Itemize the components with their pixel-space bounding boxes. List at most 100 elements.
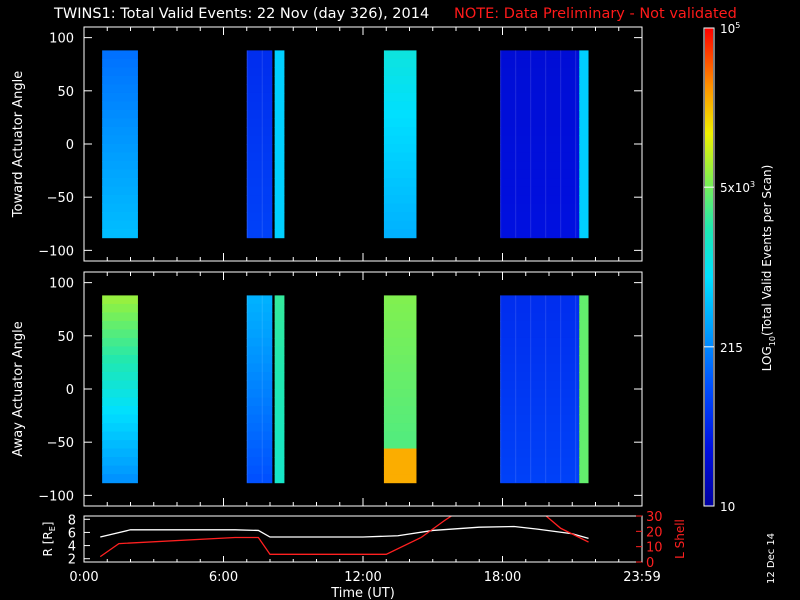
orbit-xtick-label: 18:00 [484, 570, 521, 585]
toward-cell [500, 118, 580, 128]
toward-cell [274, 229, 285, 239]
orbit-xtick-label: 23:59 [623, 570, 660, 585]
away-cell [246, 346, 273, 356]
toward-cell [274, 220, 285, 230]
toward-cell [274, 50, 285, 60]
toward-cell [500, 67, 580, 77]
away-cell [383, 354, 417, 365]
away-cell [246, 295, 273, 305]
toward-cell [102, 118, 138, 128]
toward-cell [246, 212, 273, 222]
toward-ytick-label: 50 [57, 85, 74, 100]
away-cell [102, 474, 138, 484]
away-cell [500, 423, 580, 433]
toward-cell [579, 109, 589, 120]
away-cell [102, 363, 138, 373]
away-cell [274, 440, 285, 450]
toward-cell [383, 109, 417, 120]
toward-cell [274, 178, 285, 188]
away-cell [579, 406, 589, 416]
toward-cell [102, 84, 138, 94]
away-cell [246, 414, 273, 424]
toward-cell [500, 50, 580, 60]
toward-cell [500, 229, 580, 239]
away-cell [500, 354, 580, 365]
figure-title: TWINS1: Total Valid Events: 22 Nov (day … [0, 6, 800, 28]
away-cell [500, 371, 580, 382]
orbit-ytick-right-label: 20 [646, 525, 663, 540]
toward-cell [102, 169, 138, 179]
toward-cell [500, 203, 580, 213]
colorbar-tick-label: 215 [720, 341, 743, 355]
toward-cell [383, 220, 417, 230]
away-cell [246, 337, 273, 348]
toward-cell [246, 67, 273, 77]
toward-cell [102, 109, 138, 120]
orbit-xtick-label: 6:00 [209, 570, 238, 585]
away-cell [274, 423, 285, 433]
toward-cell [274, 109, 285, 120]
away-cell [246, 329, 273, 339]
toward-cell [579, 186, 589, 196]
away-cell [102, 406, 138, 416]
toward-cell [383, 92, 417, 103]
toward-cell [246, 101, 273, 111]
orbit-ytick-right-label: 30 [646, 510, 663, 525]
toward-cell [383, 118, 417, 128]
toward-cell [246, 118, 273, 128]
away-cell [579, 423, 589, 433]
away-cell [383, 303, 417, 314]
away-cell [246, 389, 273, 399]
away-cell [383, 431, 417, 441]
toward-cell [274, 161, 285, 171]
toward-cell [500, 126, 580, 137]
toward-cell [102, 58, 138, 69]
toward-cell [500, 75, 580, 86]
toward-block-1 [246, 50, 273, 239]
away-cell [579, 414, 589, 424]
away-cell [246, 406, 273, 416]
away-cell [274, 295, 285, 305]
away-cell [246, 440, 273, 450]
toward-cell [383, 212, 417, 222]
toward-cell [102, 152, 138, 162]
away-cell [274, 465, 285, 475]
away-streak [545, 295, 547, 483]
toward-block-5 [579, 50, 589, 239]
away-cell [102, 448, 138, 458]
toward-cell [500, 186, 580, 196]
away-cell [383, 406, 417, 416]
away-cell [579, 431, 589, 441]
away-ylabel: Away Actuator Angle [11, 321, 26, 456]
away-cell [579, 397, 589, 407]
away-cell [274, 380, 285, 390]
toward-cell [579, 229, 589, 239]
away-cell [383, 329, 417, 339]
toward-cell [500, 161, 580, 171]
page-title: TWINS1: Total Valid Events: 22 Nov (day … [54, 6, 430, 22]
toward-cell [383, 50, 417, 60]
away-cell [102, 337, 138, 348]
toward-cell [500, 92, 580, 103]
away-cell [579, 380, 589, 390]
orbit-ytick-left-label: 8 [68, 513, 76, 528]
away-cell [579, 295, 589, 305]
orbit-xlabel: Time (UT) [330, 586, 395, 600]
away-cell [102, 346, 138, 356]
toward-cell [246, 186, 273, 196]
away-cell [274, 431, 285, 441]
orbit-ylabel-right: L Shell [673, 519, 687, 559]
away-cell [383, 312, 417, 322]
away-cell [246, 423, 273, 433]
toward-cell [102, 126, 138, 137]
away-ytick-label: 50 [57, 330, 74, 345]
away-cell [274, 329, 285, 339]
toward-cell [383, 152, 417, 162]
away-streak [530, 295, 532, 483]
away-cell [383, 414, 417, 424]
toward-cell [274, 169, 285, 179]
toward-cell [274, 101, 285, 111]
lshell-line-1 [99, 516, 453, 558]
away-cell [102, 389, 138, 399]
